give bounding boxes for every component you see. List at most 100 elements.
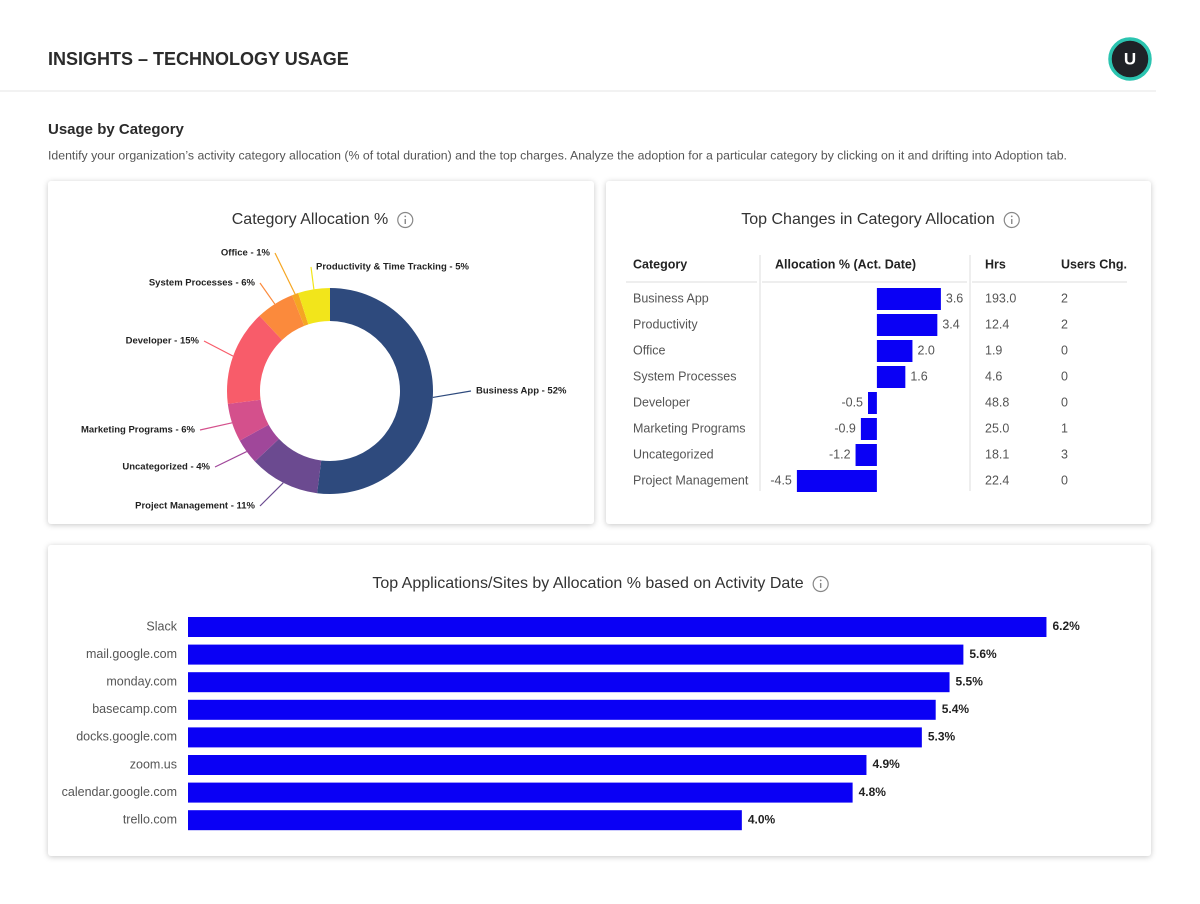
users-cell: 0 <box>1061 369 1068 383</box>
donut-slice <box>227 399 269 441</box>
row-label: Developer <box>633 395 690 409</box>
hrs-cell: 48.8 <box>985 395 1009 409</box>
slice-label: Project Management - 11% <box>135 501 255 512</box>
bar-label: 5.6% <box>969 647 997 661</box>
bar-label: 1.6 <box>910 369 927 383</box>
bar <box>868 392 877 414</box>
slice-label: Office - 1% <box>221 248 271 259</box>
bar <box>188 782 853 803</box>
users-cell: 2 <box>1061 317 1068 331</box>
donut-slice <box>239 424 279 462</box>
bar <box>188 617 1047 637</box>
users-cell: 2 <box>1061 291 1068 305</box>
bar-label: -4.5 <box>770 473 792 487</box>
bar-label: -0.9 <box>834 421 856 435</box>
donut-slice <box>254 438 322 494</box>
slice-label: Developer - 15% <box>126 336 200 347</box>
bar <box>876 288 941 310</box>
bar-label: 2.0 <box>917 343 934 357</box>
row-label: Uncategorized <box>633 447 714 461</box>
leader-line <box>259 482 284 507</box>
slice-label: Marketing Programs - 6% <box>81 425 196 436</box>
column-header: Hrs <box>985 257 1006 271</box>
y-tick-label: Slack <box>146 619 177 633</box>
bar <box>876 314 938 336</box>
hrs-cell: 18.1 <box>985 447 1009 461</box>
chart-title: Top Applications/Sites by Allocation % b… <box>372 575 803 592</box>
card <box>48 181 594 524</box>
bar-label: -0.5 <box>841 395 863 409</box>
info-icon <box>1010 215 1013 218</box>
y-tick-label: calendar.google.com <box>62 785 177 799</box>
hrs-cell: 25.0 <box>985 421 1009 435</box>
hrs-cell: 22.4 <box>985 473 1009 487</box>
leader-line <box>214 451 247 468</box>
leader-line <box>432 390 472 399</box>
bar-label: 5.3% <box>928 730 956 744</box>
bar <box>188 699 936 720</box>
bar <box>188 644 964 665</box>
bar <box>188 672 950 693</box>
row-label: Business App <box>633 291 709 305</box>
avatar[interactable] <box>1108 37 1152 81</box>
row-label: Marketing Programs <box>633 421 746 435</box>
leader-line <box>259 282 276 305</box>
bar-label: 4.0% <box>748 812 776 826</box>
column-header: Category <box>633 257 687 271</box>
info-icon <box>1003 211 1020 229</box>
chart-title: Category Allocation % <box>232 211 389 228</box>
users-cell: 0 <box>1061 343 1068 357</box>
slice-label: System Processes - 6% <box>149 278 256 289</box>
bar-label: 4.8% <box>859 785 887 799</box>
info-icon <box>812 575 829 593</box>
leader-line <box>274 252 296 295</box>
bar-label: 4.9% <box>872 757 900 771</box>
y-tick-label: monday.com <box>106 674 177 688</box>
users-cell: 3 <box>1061 447 1068 461</box>
donut-slice <box>292 293 309 326</box>
y-tick-label: trello.com <box>123 812 177 826</box>
column-header: Allocation % (Act. Date) <box>775 257 916 271</box>
bar <box>188 727 922 748</box>
donut-slice <box>317 288 433 494</box>
hrs-cell: 193.0 <box>985 291 1016 305</box>
row-label: System Processes <box>633 369 737 383</box>
donut-slice <box>298 288 330 325</box>
bar <box>876 366 906 388</box>
slice-label: Business App - 52% <box>476 386 567 397</box>
page-title: INSIGHTS – TECHNOLOGY USAGE <box>48 49 349 69</box>
donut-slice <box>226 315 283 404</box>
leader-line <box>310 266 315 290</box>
info-icon <box>404 215 407 218</box>
hrs-cell: 12.4 <box>985 317 1009 331</box>
bar <box>188 810 742 831</box>
bar-label: 5.4% <box>942 702 970 716</box>
y-tick-label: docks.google.com <box>76 730 177 744</box>
chart-title: Top Changes in Category Allocation <box>741 211 995 228</box>
section-title: Usage by Category <box>48 121 185 138</box>
slice-label: Productivity & Time Tracking - 5% <box>316 262 469 273</box>
users-cell: 0 <box>1061 395 1068 409</box>
leader-line <box>199 422 233 431</box>
users-cell: 0 <box>1061 473 1068 487</box>
bar-label: 6.2% <box>1052 619 1080 633</box>
hrs-cell: 1.9 <box>985 343 1002 357</box>
avatar-initial[interactable]: U <box>1124 49 1136 68</box>
row-label: Productivity <box>633 317 698 331</box>
row-label: Office <box>633 343 665 357</box>
bar <box>876 340 913 362</box>
y-tick-label: mail.google.com <box>86 647 177 661</box>
bar <box>860 418 877 440</box>
info-icon <box>819 579 822 582</box>
info-icon <box>397 211 414 229</box>
leader-line <box>203 340 234 357</box>
bar <box>855 444 877 466</box>
bar-label: 5.5% <box>956 674 984 688</box>
column-header: Users Chg. <box>1061 257 1127 271</box>
bar <box>796 470 877 492</box>
users-cell: 1 <box>1061 421 1068 435</box>
bar-label: 3.6 <box>946 291 963 305</box>
donut-slice <box>259 295 305 340</box>
slice-label: Uncategorized - 4% <box>122 462 210 473</box>
